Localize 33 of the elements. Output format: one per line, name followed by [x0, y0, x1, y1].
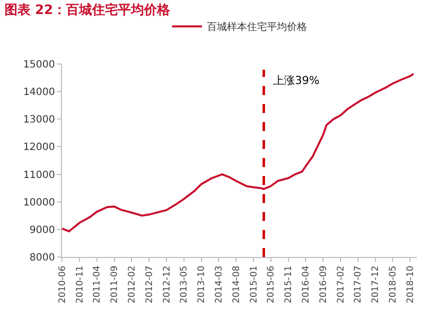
x-tick-label: 2017-12 — [371, 266, 382, 304]
chart-title: 图表 22：百城住宅平均价格 — [4, 2, 172, 18]
y-tick-label: 12000 — [23, 142, 55, 154]
x-tick-label: 2016-04 — [302, 265, 312, 304]
annotation: 上涨39% — [273, 74, 320, 87]
y-tick-label: 11000 — [23, 170, 55, 181]
y-tick-label: 15000 — [23, 60, 55, 70]
y-tick-label: 10000 — [23, 197, 55, 208]
x-tick-label: 2012-02 — [128, 266, 138, 304]
x-tick-label: 2013-05 — [180, 266, 190, 304]
y-tick-label: 9000 — [30, 224, 55, 236]
x-tick-label: 2017-02 — [336, 266, 347, 304]
legend-label: 百城样本住宅平均价格 — [207, 21, 307, 34]
x-tick-label: 2018-05 — [388, 266, 398, 304]
x-tick-label: 2011-09 — [110, 265, 120, 304]
x-tick-label: 2012-07 — [144, 266, 155, 304]
x-tick-label: 2018-10 — [406, 265, 416, 304]
x-tick-label: 2015-06 — [266, 265, 277, 304]
y-tick-label: 13000 — [23, 114, 55, 126]
x-tick-label: 2010-06 — [58, 265, 68, 304]
line-series — [62, 72, 415, 232]
x-tick-label: 2017-07 — [354, 266, 364, 304]
x-tick-label: 2012-12 — [162, 266, 172, 304]
x-tick-label: 2014-03 — [214, 266, 224, 304]
x-tick-label: 2011-04 — [92, 265, 103, 304]
y-tick-label: 14000 — [23, 87, 55, 98]
x-tick-label: 2014-08 — [232, 265, 242, 304]
x-tick-label: 2015-11 — [284, 266, 294, 304]
x-tick-label: 2016-09 — [319, 265, 330, 304]
y-tick-label: 8000 — [30, 252, 55, 264]
x-tick-label: 2010-11 — [75, 266, 86, 304]
x-tick-label: 2013-10 — [197, 265, 208, 304]
x-tick-label: 2015-01 — [249, 266, 260, 304]
